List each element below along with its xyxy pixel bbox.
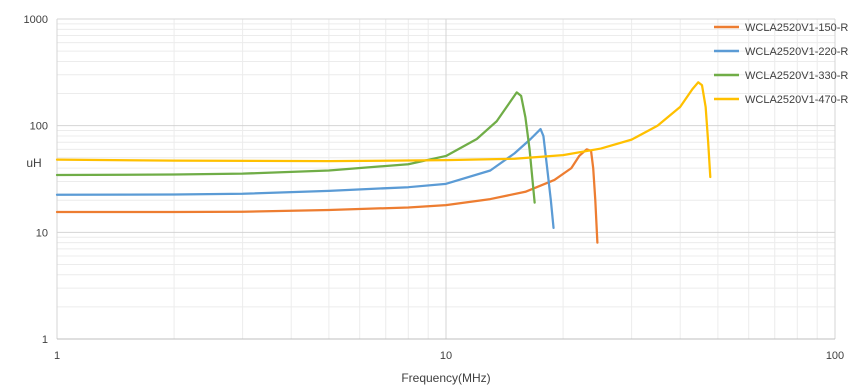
legend-label: WCLA2520V1-470-R (745, 94, 848, 106)
y-axis-title: uH (26, 156, 41, 170)
x-tick-label: 10 (440, 350, 452, 362)
series-line-4 (55, 81, 712, 179)
x-tick-label: 1 (54, 350, 60, 362)
series-line-1 (55, 148, 599, 244)
series-lines (55, 81, 712, 244)
legend-label: WCLA2520V1-330-R (745, 70, 848, 82)
legend-label: WCLA2520V1-220-R (745, 46, 848, 58)
series-line-3 (55, 91, 536, 204)
series-line-2 (55, 127, 555, 230)
major-gridlines (56, 18, 836, 340)
y-tick-label: 10 (36, 227, 48, 239)
x-axis-title: Frequency(MHz) (401, 371, 490, 385)
legend: WCLA2520V1-150-R WCLA2520V1-220-R WCLA2520… (714, 22, 848, 106)
y-axis-ticks: 1 10 100 1000 (24, 14, 48, 346)
x-axis-ticks: 1 10 100 (54, 350, 844, 362)
legend-label: WCLA2520V1-150-R (745, 22, 848, 34)
y-tick-label: 1000 (24, 14, 48, 26)
y-tick-label: 100 (30, 121, 48, 133)
y-tick-label: 1 (42, 334, 48, 346)
x-tick-label: 100 (826, 350, 844, 362)
